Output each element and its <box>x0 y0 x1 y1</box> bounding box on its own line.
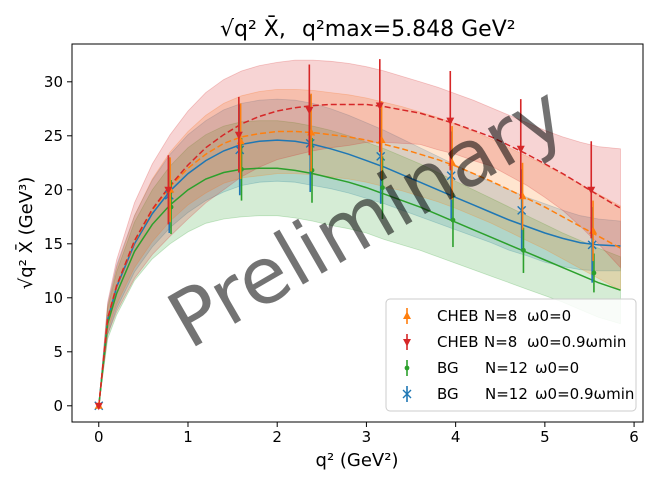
data-point <box>521 227 526 273</box>
data-point <box>446 131 456 221</box>
data-points <box>94 59 598 411</box>
x-axis-ticks: 0 1 2 3 4 5 6 <box>94 422 639 446</box>
data-point <box>591 253 597 293</box>
data-point <box>587 207 597 283</box>
point-marker <box>450 217 456 223</box>
band-series-1 <box>98 120 621 406</box>
data-point <box>235 104 245 196</box>
data-point <box>587 141 596 239</box>
data-point <box>517 169 527 252</box>
point-marker <box>591 270 597 276</box>
legend-omega: ω0=0.9ωmin <box>535 385 634 403</box>
legend-n: N=12 <box>485 385 528 403</box>
chart-title: √q² X̄, q²max=5.848 GeV² <box>220 16 516 42</box>
point-marker <box>446 117 455 126</box>
legend-item: CHEB N=8 ω0=0 <box>403 307 571 325</box>
point-marker <box>375 102 384 111</box>
x-tick-label: 5 <box>540 428 550 446</box>
x-tick-label: 1 <box>183 428 193 446</box>
y-axis-label: √q² X̄ (GeV³) <box>15 177 37 289</box>
point-marker <box>305 106 314 115</box>
y-tick-label: 5 <box>53 343 63 361</box>
point-marker <box>376 151 386 161</box>
legend-n: N=12 <box>485 359 528 377</box>
x-tick-label: 6 <box>629 428 639 446</box>
data-point <box>446 71 455 171</box>
point-marker <box>305 138 315 148</box>
y-tick-label: 0 <box>53 397 63 415</box>
point-marker <box>446 171 456 181</box>
y-tick-label: 30 <box>44 73 63 91</box>
data-point <box>305 64 314 156</box>
legend-n: N=8 <box>484 333 517 351</box>
point-marker <box>587 240 597 250</box>
point-marker <box>235 145 245 155</box>
point-marker <box>521 247 526 253</box>
y-tick-label: 25 <box>44 127 63 145</box>
x-axis-label: q² (GeV²) <box>316 450 399 471</box>
legend-omega: ω0=0 <box>527 307 571 325</box>
legend-n: N=8 <box>484 307 517 325</box>
legend-prefix: BG <box>437 359 459 377</box>
legend-item: CHEB N=8 ω0=0.9ωmin <box>403 333 626 351</box>
legend-prefix: CHEB <box>437 333 479 351</box>
point-marker <box>517 205 527 215</box>
legend-marker <box>403 339 411 347</box>
data-point <box>164 155 173 225</box>
legend-omega: ω0=0.9ωmin <box>527 333 626 351</box>
legend-prefix: CHEB <box>437 307 479 325</box>
data-point <box>450 193 456 248</box>
point-marker <box>380 185 385 191</box>
chart-title-part2: q²max=5.848 GeV² <box>302 17 516 42</box>
legend-marker <box>403 311 411 319</box>
legend-item: BG N=12 ω0=0 <box>404 359 579 377</box>
legend-box <box>385 298 637 412</box>
y-tick-label: 10 <box>44 289 63 307</box>
y-axis-ticks: 0 5 10 15 20 25 30 <box>44 73 72 415</box>
point-marker <box>94 402 103 411</box>
data-point <box>94 402 103 411</box>
legend-marker <box>404 365 410 371</box>
legend-item: BG N=12 ω0=0.9ωmin <box>402 385 634 403</box>
data-point <box>234 96 243 173</box>
legend-omega: ω0=0 <box>535 359 579 377</box>
band-series-2 <box>98 89 621 406</box>
legend-prefix: BG <box>437 385 459 403</box>
band-series-3 <box>98 59 621 406</box>
x-tick-label: 2 <box>272 428 282 446</box>
data-point <box>375 59 384 152</box>
chart-title-part1: √q² X̄, <box>220 16 286 42</box>
confidence-bands <box>98 59 621 406</box>
y-tick-label: 15 <box>44 235 63 253</box>
y-tick-label: 20 <box>44 181 63 199</box>
point-marker <box>164 186 173 195</box>
data-point <box>516 99 525 199</box>
x-tick-label: 3 <box>362 428 372 446</box>
x-tick-label: 0 <box>94 428 104 446</box>
point-marker <box>516 145 525 154</box>
point-marker <box>587 186 596 195</box>
data-point <box>380 156 385 219</box>
legend-marker <box>402 389 412 399</box>
plot-frame <box>71 43 644 423</box>
point-marker <box>234 131 243 140</box>
x-tick-label: 4 <box>451 428 461 446</box>
